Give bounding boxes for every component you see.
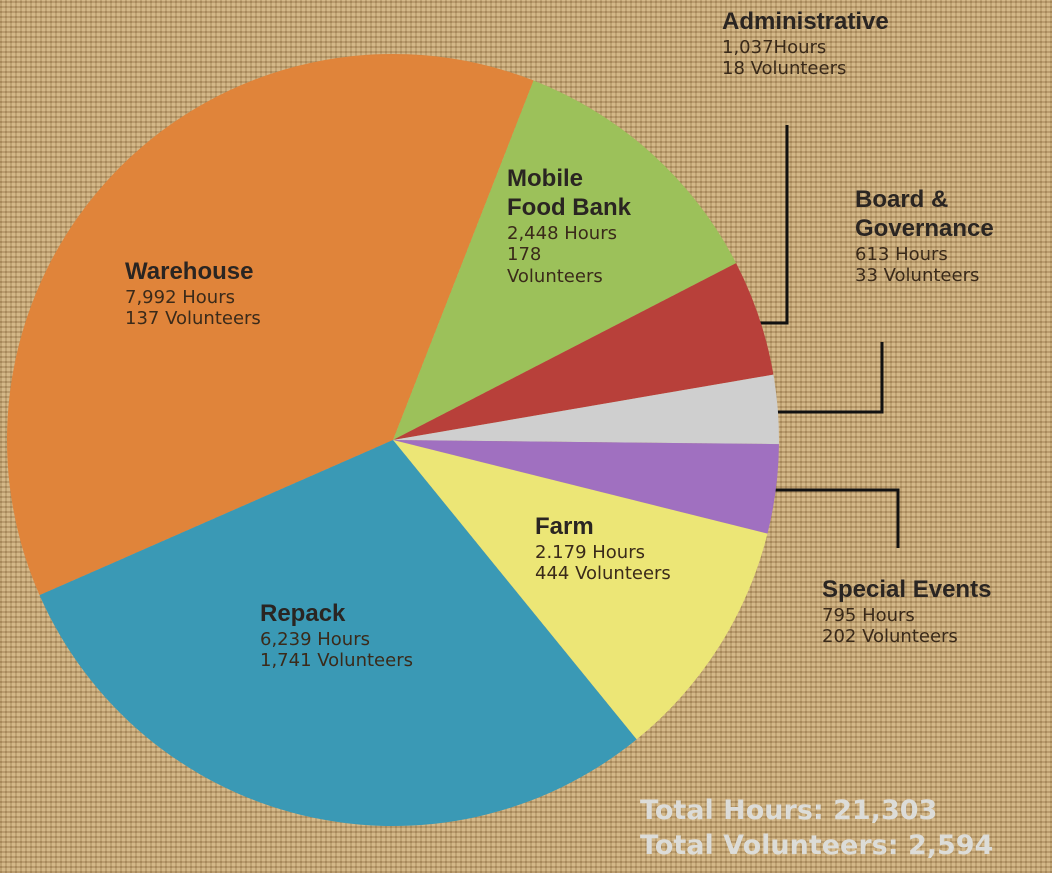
- slice-label: Administrative 1,037Hours 18 Volunteers: [722, 8, 1022, 80]
- category-label: Warehouse: [125, 258, 254, 285]
- hours-label: 2.179 Hours: [535, 541, 645, 563]
- category-label: Board & Governance: [855, 186, 994, 242]
- pie-slice: [393, 80, 737, 440]
- pie-slice: [393, 374, 779, 445]
- pie-slice: [393, 440, 768, 740]
- category-label: Administrative: [722, 8, 889, 35]
- volunteers-label: 33 Volunteers: [855, 265, 980, 287]
- category-label: Repack: [260, 600, 346, 627]
- category-label: Farm: [535, 513, 594, 540]
- volunteers-label: 202 Volunteers: [822, 626, 958, 648]
- category-label: Special Events: [822, 576, 992, 603]
- hours-label: 613 Hours: [855, 243, 948, 265]
- volunteers-label: 178 Volunteers: [507, 244, 603, 287]
- total-hours: Total Hours: 21,303: [640, 795, 938, 826]
- category-label: Mobile Food Bank: [507, 165, 631, 221]
- pie-slice: [6, 53, 534, 596]
- hours-label: 7,992 Hours: [125, 286, 235, 308]
- hours-label: 2,448 Hours: [507, 222, 617, 244]
- volunteers-label: 1,741 Volunteers: [260, 650, 413, 672]
- pie-slice: [393, 440, 779, 534]
- volunteers-label: 18 Volunteers: [722, 58, 847, 80]
- slice-label: Board & Governance 613 Hours 33 Volunteers: [855, 186, 1035, 287]
- hours-label: 1,037Hours: [722, 36, 827, 58]
- volunteers-label: 137 Volunteers: [125, 308, 261, 330]
- pie-slice: [39, 440, 637, 826]
- slice-label: Mobile Food Bank 2,448 Hours 178 Volunteer…: [507, 165, 632, 287]
- total-volunteers: Total Volunteers: 2,594: [640, 830, 994, 861]
- volunteers-label: 444 Volunteers: [535, 563, 671, 585]
- slice-label: Repack 6,239 Hours 1,741 Volunteers: [260, 600, 560, 672]
- hours-label: 795 Hours: [822, 604, 915, 626]
- leader-line: [755, 488, 900, 548]
- slice-label: Warehouse 7,992 Hours 137 Volunteers: [125, 258, 425, 330]
- leader-line: [755, 342, 884, 414]
- slice-label: Farm 2.179 Hours 444 Volunteers: [535, 513, 795, 585]
- slice-label: Special Events 795 Hours 202 Volunteers: [822, 576, 1052, 648]
- pie-slice: [393, 263, 774, 440]
- hours-label: 6,239 Hours: [260, 628, 370, 650]
